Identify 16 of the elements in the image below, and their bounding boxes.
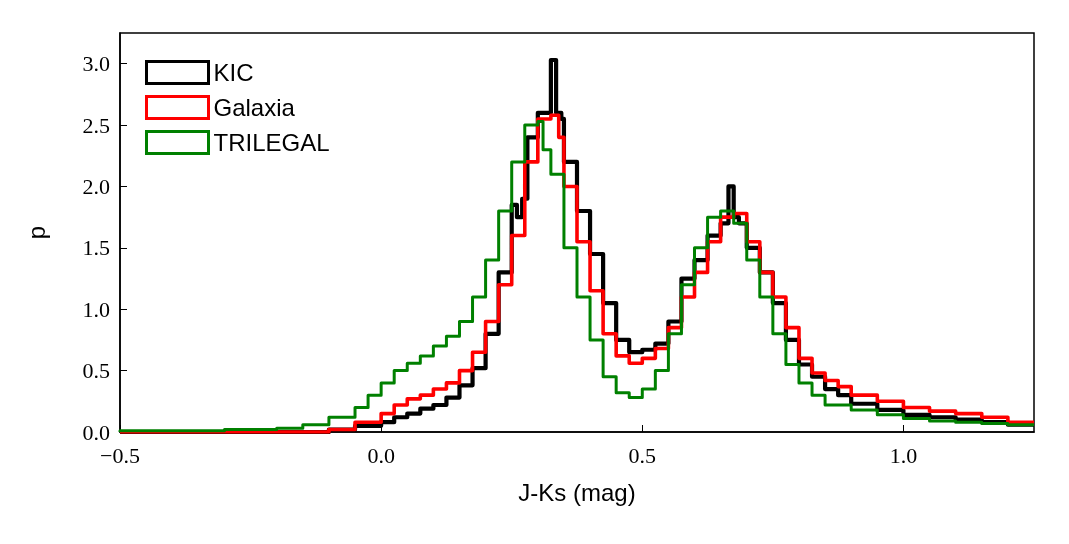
legend-label: Galaxia (213, 94, 296, 121)
x-tick-label: 0.0 (367, 442, 395, 468)
legend-label: TRILEGAL (213, 129, 330, 156)
x-axis-title: J-Ks (mag) (518, 478, 636, 506)
legend-label: KIC (213, 59, 254, 86)
y-tick-label: 0.0 (82, 419, 110, 445)
y-tick-label: 1.0 (82, 296, 110, 322)
y-tick-label: 2.5 (82, 112, 110, 138)
y-axis-title: p (22, 225, 50, 240)
y-tick-label: 2.0 (82, 173, 110, 199)
y-tick-label: 1.5 (82, 235, 110, 261)
x-tick-label: −0.5 (100, 442, 140, 468)
x-tick-label: 1.0 (889, 442, 918, 468)
y-tick-label: 3.0 (82, 51, 110, 77)
y-tick-label: 0.5 (82, 358, 110, 384)
x-tick-label: 0.5 (628, 442, 657, 468)
